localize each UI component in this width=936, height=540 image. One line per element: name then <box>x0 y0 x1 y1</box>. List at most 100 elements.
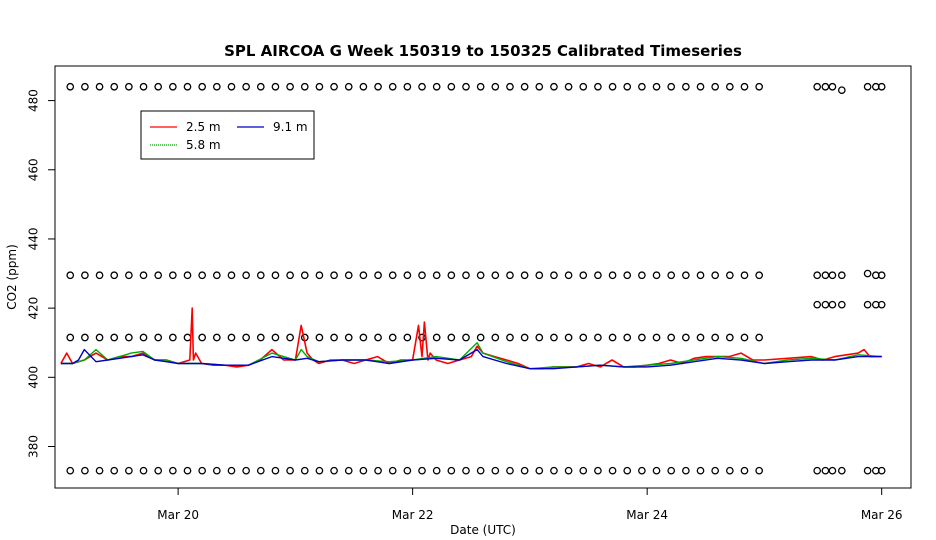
x-tick-label-3: Mar 26 <box>861 508 903 522</box>
marker-r3-38 <box>623 466 632 475</box>
marker-r3-14 <box>271 466 280 475</box>
marker-r1-42 <box>682 271 690 280</box>
marker-r3-34 <box>564 466 573 475</box>
marker-r2-21 <box>374 333 382 342</box>
marker-r3-30 <box>506 466 514 475</box>
y-tick-label-1: 400 <box>27 366 41 389</box>
marker-r3-extra-6 <box>877 466 886 475</box>
x-tick-label-1: Mar 22 <box>392 508 434 522</box>
marker-r2-extra-0 <box>813 300 822 309</box>
marker-r0-18 <box>330 82 338 91</box>
marker-r0-40 <box>652 82 661 91</box>
marker-r3-16 <box>300 466 309 475</box>
marker-r0-1 <box>81 82 89 91</box>
marker-r2-35 <box>579 333 588 342</box>
marker-r1-32 <box>535 271 544 280</box>
marker-r2-28 <box>476 333 485 342</box>
marker-r3-32 <box>535 466 544 475</box>
marker-r0-8 <box>183 82 192 91</box>
marker-r2-extra-2 <box>828 300 837 309</box>
marker-r2-38 <box>623 333 632 342</box>
marker-r0-0 <box>66 82 75 91</box>
marker-r0-7 <box>168 82 177 91</box>
marker-r0-37 <box>608 82 617 91</box>
marker-r3-9 <box>198 466 207 475</box>
marker-r3-27 <box>462 466 470 475</box>
marker-r0-42 <box>682 82 690 91</box>
marker-r2-13 <box>256 333 265 342</box>
marker-r1-45 <box>725 271 734 280</box>
marker-r2-37 <box>608 333 617 342</box>
marker-r3-39 <box>638 466 646 475</box>
marker-r0-4 <box>125 82 133 91</box>
marker-r0-extra-4 <box>863 82 872 91</box>
marker-r1-41 <box>667 271 676 280</box>
marker-r1-6 <box>154 271 163 280</box>
marker-r3-12 <box>242 466 250 475</box>
marker-r3-extra-4 <box>863 466 872 475</box>
marker-r2-46 <box>740 333 749 342</box>
marker-r2-20 <box>359 333 368 342</box>
marker-r1-38 <box>623 271 632 280</box>
marker-r0-45 <box>725 82 734 91</box>
marker-r3-45 <box>725 466 734 475</box>
marker-r2-42 <box>682 333 690 342</box>
marker-r0-9 <box>198 82 207 91</box>
marker-r0-13 <box>256 82 265 91</box>
marker-r3-21 <box>374 466 382 475</box>
marker-r2-27 <box>462 333 470 342</box>
marker-r1-extra-0 <box>813 271 822 280</box>
marker-r1-18 <box>330 271 338 280</box>
marker-r3-20 <box>359 466 368 475</box>
marker-r1-22 <box>388 271 397 280</box>
marker-r3-22 <box>388 466 397 475</box>
marker-r2-40 <box>652 333 661 342</box>
marker-r0-36 <box>594 82 602 91</box>
marker-r1-19 <box>344 271 353 280</box>
legend-label-5-8m: 5.8 m <box>186 138 221 152</box>
marker-r1-25 <box>432 271 441 280</box>
marker-r3-8 <box>183 466 192 475</box>
marker-r1-43 <box>696 271 705 280</box>
marker-r1-extra-3 <box>837 271 846 280</box>
marker-r3-41 <box>667 466 676 475</box>
marker-r1-9 <box>198 271 207 280</box>
marker-r1-11 <box>227 271 236 280</box>
marker-r2-26 <box>447 333 456 342</box>
x-tick-label-2: Mar 24 <box>626 508 668 522</box>
marker-r3-5 <box>139 466 148 475</box>
marker-r3-6 <box>154 466 163 475</box>
marker-r1-44 <box>711 271 720 280</box>
marker-r3-26 <box>447 466 456 475</box>
marker-r1-39 <box>638 271 646 280</box>
marker-r3-4 <box>125 466 133 475</box>
marker-r0-23 <box>403 82 412 91</box>
marker-r0-extra-2 <box>828 82 837 91</box>
marker-r0-39 <box>638 82 646 91</box>
legend: 2.5 m 9.1 m 5.8 m <box>140 110 315 160</box>
legend-label-2-5m: 2.5 m <box>186 120 221 134</box>
marker-r0-14 <box>271 82 280 91</box>
legend-box <box>140 110 315 160</box>
marker-r3-23 <box>403 466 412 475</box>
marker-r1-29 <box>491 271 500 280</box>
marker-r0-extra-3 <box>837 86 846 95</box>
x-tick-label-0: Mar 20 <box>157 508 199 522</box>
marker-r2-19 <box>344 333 353 342</box>
marker-r2-43 <box>696 333 705 342</box>
marker-r2-31 <box>520 333 529 342</box>
marker-r1-extra-2 <box>828 271 837 280</box>
marker-r3-46 <box>740 466 749 475</box>
marker-r2-14 <box>271 333 280 342</box>
marker-points <box>66 82 886 475</box>
marker-r2-5 <box>139 333 148 342</box>
marker-r2-9 <box>198 333 207 342</box>
plot-frame <box>54 65 912 489</box>
marker-r2-33 <box>550 333 558 342</box>
marker-r0-15 <box>286 82 294 91</box>
marker-r0-3 <box>110 82 119 91</box>
marker-r1-35 <box>579 271 588 280</box>
marker-r0-38 <box>623 82 632 91</box>
marker-r0-6 <box>154 82 163 91</box>
